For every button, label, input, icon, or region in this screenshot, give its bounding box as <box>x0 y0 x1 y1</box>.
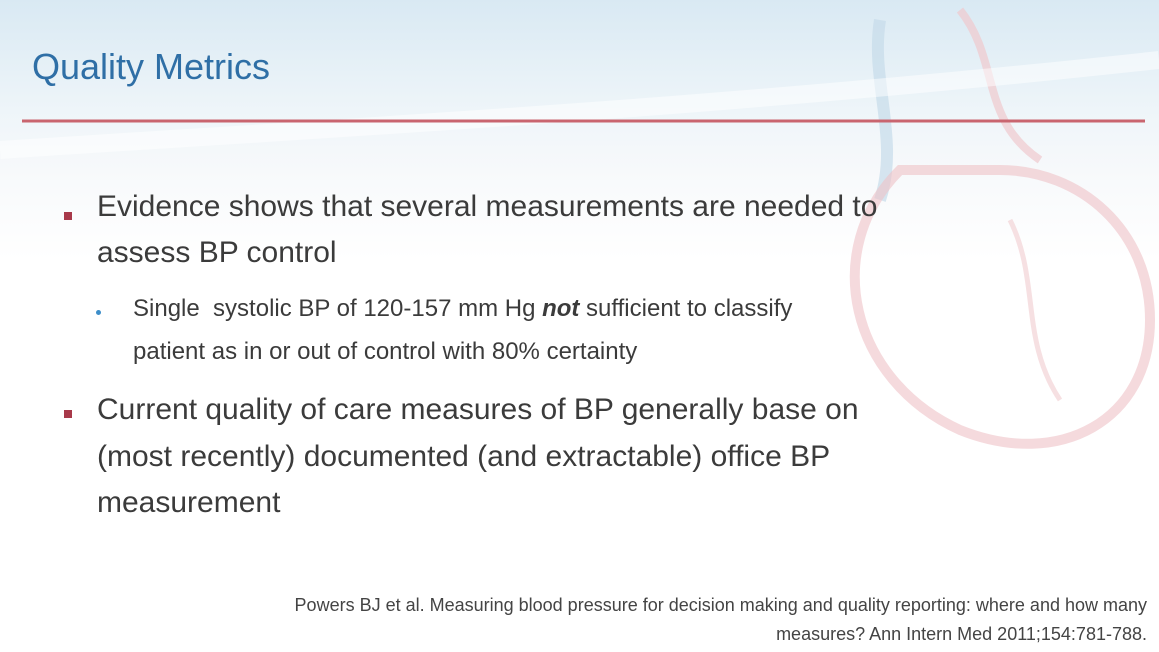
sub-bullet-line: Single systolic BP of 120-157 mm Hg not … <box>133 295 792 323</box>
bullet-marker <box>64 410 72 418</box>
bullet-line: (most recently) documented (and extracta… <box>97 440 830 474</box>
text: sufficient to classify <box>579 295 792 322</box>
title: Quality Metrics <box>32 46 270 88</box>
bullet-line: measurement <box>97 486 280 520</box>
bullet-line: Evidence shows that several measurements… <box>97 190 877 224</box>
sub-bullet-marker <box>96 310 101 315</box>
text: Single systolic BP of 120-157 mm Hg <box>133 295 542 322</box>
heart-decoration <box>0 0 1159 652</box>
sub-bullet-line: patient as in or out of control with 80%… <box>133 338 637 366</box>
slide: Quality Metrics Evidence shows that seve… <box>0 0 1159 652</box>
emphasis: not <box>542 295 579 322</box>
bullet-line: Current quality of care measures of BP g… <box>97 393 859 427</box>
citation-line: measures? Ann Intern Med 2011;154:781-78… <box>776 624 1147 645</box>
citation-line: Powers BJ et al. Measuring blood pressur… <box>295 595 1147 616</box>
bullet-marker <box>64 212 72 220</box>
bullet-line: assess BP control <box>97 236 337 270</box>
